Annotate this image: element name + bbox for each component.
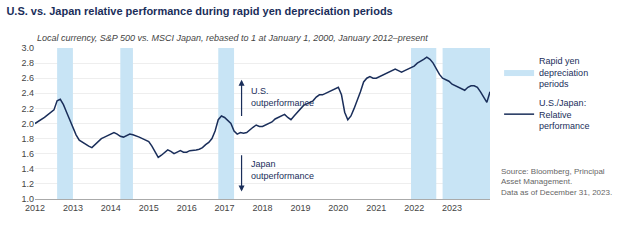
svg-text:2018: 2018	[252, 203, 272, 213]
svg-text:2.6: 2.6	[21, 73, 34, 83]
svg-text:U.S./Japan:Relativeperformance: U.S./Japan:Relativeperformance	[539, 98, 590, 131]
svg-text:2.4: 2.4	[21, 88, 34, 98]
svg-text:Local currency, S&P 500 vs. MS: Local currency, S&P 500 vs. MSCI Japan, …	[37, 33, 428, 43]
svg-text:Rapid yendepreciationperiods: Rapid yendepreciationperiods	[539, 56, 588, 89]
svg-text:2.2: 2.2	[21, 104, 34, 114]
svg-text:2.8: 2.8	[21, 58, 34, 68]
svg-text:1.2: 1.2	[21, 179, 34, 189]
svg-text:2014: 2014	[101, 203, 121, 213]
svg-text:2017: 2017	[215, 203, 235, 213]
svg-text:1.6: 1.6	[21, 149, 34, 159]
svg-text:Source: Bloomberg, PrincipalAs: Source: Bloomberg, PrincipalAsset Manage…	[501, 167, 612, 197]
svg-text:2015: 2015	[139, 203, 159, 213]
svg-text:2023: 2023	[442, 203, 462, 213]
svg-text:1.0: 1.0	[21, 194, 34, 204]
svg-text:2022: 2022	[404, 203, 424, 213]
svg-text:2020: 2020	[328, 203, 348, 213]
svg-text:Japanoutperformance: Japanoutperformance	[251, 159, 314, 181]
svg-text:1.8: 1.8	[21, 134, 34, 144]
svg-text:U.S. vs. Japan relative perfor: U.S. vs. Japan relative performance duri…	[6, 5, 392, 17]
svg-text:3.0: 3.0	[21, 43, 34, 53]
svg-text:2.0: 2.0	[21, 119, 34, 129]
svg-text:U.S.outperformance: U.S.outperformance	[251, 86, 314, 108]
svg-text:2013: 2013	[63, 203, 83, 213]
svg-text:2021: 2021	[366, 203, 386, 213]
svg-text:2012: 2012	[25, 203, 45, 213]
svg-text:1.4: 1.4	[21, 164, 34, 174]
svg-text:2016: 2016	[177, 203, 197, 213]
svg-text:2019: 2019	[290, 203, 310, 213]
